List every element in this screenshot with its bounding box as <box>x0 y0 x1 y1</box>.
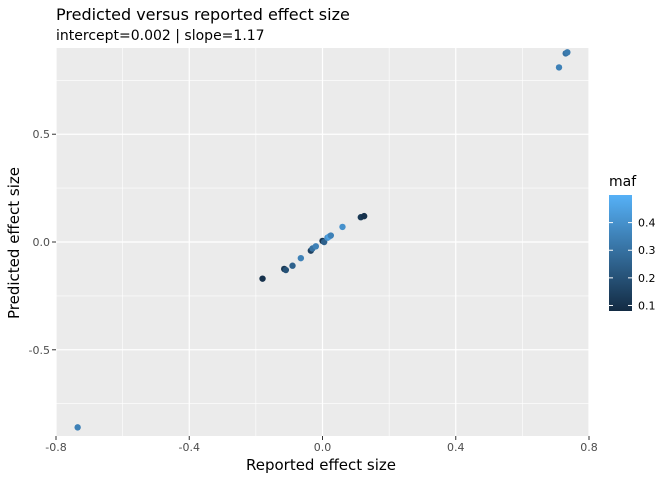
data-point <box>564 49 571 56</box>
x-tick-label: -0.8 <box>45 441 66 454</box>
data-point <box>74 424 81 431</box>
x-tick-label: 0.0 <box>314 441 332 454</box>
chart-subtitle: intercept=0.002 | slope=1.17 <box>56 28 265 44</box>
data-point <box>320 238 328 246</box>
x-axis-ticks: -0.8 -0.4 0.0 0.4 0.8 <box>45 436 598 454</box>
data-points <box>74 49 571 431</box>
x-tick-label: -0.4 <box>179 441 200 454</box>
legend-tick-label: 0.1 <box>638 299 656 312</box>
y-tick-label: -0.5 <box>29 344 50 357</box>
chart-title: Predicted versus reported effect size <box>56 5 350 24</box>
legend-ticks: 0.1 0.2 0.3 0.4 <box>609 217 656 312</box>
data-point <box>555 64 563 71</box>
data-point <box>259 275 266 282</box>
x-tick-label: 0.8 <box>580 441 598 454</box>
y-tick-label: 0.5 <box>33 128 51 141</box>
data-point <box>360 212 368 220</box>
legend-tick-label: 0.4 <box>638 217 656 230</box>
data-point <box>282 266 290 274</box>
data-point <box>289 262 296 269</box>
y-axis-ticks: -0.5 0.0 0.5 <box>29 128 56 357</box>
legend-tick-label: 0.2 <box>638 272 656 285</box>
legend-title: maf <box>609 174 637 190</box>
data-point <box>339 223 346 231</box>
legend-colorbar <box>609 195 632 311</box>
legend-tick-label: 0.3 <box>638 244 656 257</box>
x-tick-label: 0.4 <box>447 441 465 454</box>
data-point <box>327 232 335 239</box>
y-tick-label: 0.0 <box>33 236 51 249</box>
y-axis-title: Predicted effect size <box>5 167 23 319</box>
color-legend: maf 0.1 0.2 0.3 0.4 <box>609 174 656 312</box>
x-axis-title: Reported effect size <box>246 456 396 474</box>
data-point <box>297 254 305 262</box>
data-point <box>312 243 320 250</box>
